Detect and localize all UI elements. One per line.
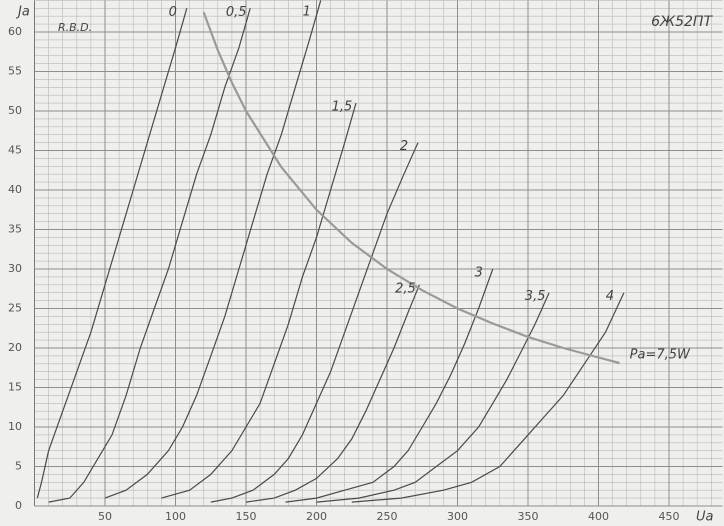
y-tick-label: 10 [8, 420, 22, 433]
y-tick-label: 20 [8, 341, 22, 354]
x-tick-label: 150 [236, 510, 257, 523]
y-tick-label: 50 [8, 104, 22, 117]
y-axis-label: Ja [15, 5, 30, 20]
y-tick-label: 0 [15, 499, 22, 512]
characteristic-curve [36, 8, 188, 499]
y-tick-label: 35 [8, 223, 22, 236]
series-label: 4 [606, 289, 614, 304]
x-tick-label: 200 [306, 510, 327, 523]
characteristic-curve [285, 268, 494, 503]
plot [36, 0, 625, 503]
x-tick-label: 250 [377, 510, 398, 523]
y-tick-label: 30 [8, 262, 22, 275]
characteristic-curve [316, 292, 550, 503]
characteristic-curve [161, 102, 357, 499]
series-label: 1 [303, 5, 311, 20]
series-label: 2,5 [395, 281, 416, 296]
y-tick-label: 45 [8, 144, 22, 157]
grid [34, 0, 723, 507]
series-label: 3 [475, 266, 483, 281]
x-tick-label: 400 [588, 510, 609, 523]
series-label: Pa=7,5W [630, 348, 691, 363]
x-tick-label: 350 [518, 510, 539, 523]
x-axis-label: Ua [696, 510, 714, 525]
y-tick-label: 25 [8, 302, 22, 315]
characteristic-curve [104, 0, 322, 499]
x-tick-label: 300 [447, 510, 468, 523]
series-label: 3,5 [525, 289, 546, 304]
x-tick-label: 450 [659, 510, 680, 523]
series-label: 2 [400, 139, 408, 154]
characteristic-curve [351, 292, 625, 503]
y-tick-label: 15 [8, 381, 22, 394]
chart-title: 6Ж52ПТ [651, 14, 713, 30]
power-curve [202, 11, 620, 365]
y-tick-label: 5 [15, 460, 22, 473]
x-tick-label: 50 [98, 510, 112, 523]
y-tick-label: 60 [8, 25, 22, 38]
series-label: 1,5 [332, 100, 353, 115]
y-tick-label: 55 [8, 65, 22, 78]
characteristic-curve [245, 284, 420, 503]
y-tick-label: 40 [8, 183, 22, 196]
x-tick-label: 100 [165, 510, 186, 523]
characteristic-curve [48, 8, 251, 503]
series-label: 0,5 [226, 5, 247, 20]
series-label: 0 [169, 5, 177, 20]
characteristic-curve [210, 142, 419, 503]
note: R.B.D. [58, 21, 92, 34]
